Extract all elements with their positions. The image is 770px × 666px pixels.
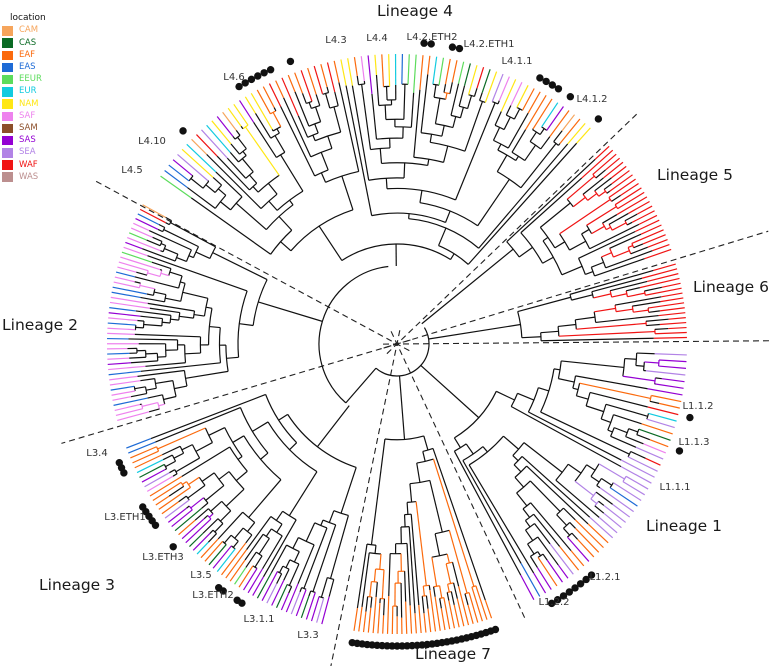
lineage-lineage-3 [126,393,357,625]
legend-item-CAM: CAM [2,26,46,36]
clade-label-l3-4: L3.4 [86,448,107,459]
clade-label-l4-2-eth1: L4.2.ETH1 [464,39,515,50]
lineage-label-lineage-6: Lineage 6 [693,278,769,296]
legend-item-EUR: EUR [2,87,46,97]
legend-swatch [2,160,13,170]
legend-items: CAM CAS EAF EAS EEUR EUR NAM SAF SAM SAS SEA WAF WAS [2,26,46,182]
legend: location CAM CAS EAF EAS EEUR EUR NAM SAF SAM SAS… [2,13,46,184]
clade-label-l1-2-1: L1.2.1 [589,572,620,583]
clade-label-l4-3: L4.3 [325,35,346,46]
legend-item-label: EUR [19,86,37,97]
legend-item-label: EEUR [19,74,42,85]
legend-item-label: CAM [19,25,39,36]
legend-item-label: EAS [19,62,36,72]
legend-item-NAM: NAM [2,99,46,109]
legend-item-EAS: EAS [2,63,46,73]
legend-item-CAS: CAS [2,38,46,48]
lineage-lineage-4 [160,54,591,267]
clade-label-l1-2-2: L1.2.2 [538,597,569,608]
legend-item-SEA: SEA [2,148,46,158]
legend-swatch [2,74,13,85]
tree-center-backbone [318,265,430,404]
lineage-label-lineage-5: Lineage 5 [657,166,733,184]
legend-item-label: WAS [19,171,39,182]
legend-swatch [2,99,13,109]
clade-label-l4-5: L4.5 [121,165,142,176]
legend-item-label: CAS [19,37,37,48]
legend-swatch [2,26,13,36]
clade-label-l4-2-eth2: L4.2.ETH2 [407,32,458,43]
legend-item-label: WAF [19,159,38,170]
legend-swatch [2,148,13,158]
clade-label-l1-1-2: L1.1.2 [682,401,713,412]
lineage-label-lineage-2: Lineage 2 [2,316,78,334]
lineage-label-lineage-1: Lineage 1 [646,517,722,535]
legend-item-label: SEA [19,147,36,158]
lineage-lineage-6 [428,263,687,342]
legend-item-SAM: SAM [2,122,46,134]
legend-item-EEUR: EEUR [2,75,46,85]
clade-label-l1-1-1: L1.1.1 [659,482,690,493]
lineage-label-lineage-3: Lineage 3 [39,576,115,594]
legend-item-SAS: SAS [2,136,46,146]
clade-label-l4-10: L4.10 [138,136,166,147]
legend-item-label: SAS [19,135,36,146]
clade-label-l3-3: L3.3 [297,630,318,641]
legend-swatch [2,87,13,97]
clade-label-l4-1-1: L4.1.1 [501,56,532,67]
clade-label-l3-eth2: L3.ETH2 [192,590,233,601]
clade-labels: L4.6 L4.10 L4.5 L4.3 L4.4 L4.2.ETH2 L4.2.ETH1 L… [86,32,713,641]
legend-item-label: NAM [19,98,39,109]
lineage-separators [61,111,770,666]
lineage-lineage-7 [353,375,493,635]
legend-item-WAS: WAS [2,172,46,182]
legend-item-WAF: WAF [2,160,46,170]
legend-title: location [10,13,46,23]
clade-label-l4-1-2: L4.1.2 [576,94,607,105]
legend-item-label: SAM [19,122,38,133]
legend-item-label: EAF [19,49,36,60]
clade-label-l4-6: L4.6 [223,72,244,83]
legend-swatch [2,50,13,61]
legend-swatch [2,123,13,134]
clade-label-l1-1-3: L1.1.3 [678,437,709,448]
lineage-lineage-1 [420,352,687,600]
lineage-lineage-5 [421,145,672,325]
legend-swatch [2,172,13,182]
lineage-label-lineage-7: Lineage 7 [415,645,491,663]
legend-swatch [2,62,13,73]
legend-swatch [2,135,13,146]
clade-label-l3-5: L3.5 [190,570,211,581]
legend-item-label: SAF [19,110,36,121]
clade-label-l3-eth1: L3.ETH1 [104,512,145,523]
legend-swatch [2,111,13,121]
lineage-label-lineage-4: Lineage 4 [377,2,453,20]
legend-swatch [2,38,13,48]
legend-item-EAF: EAF [2,49,46,61]
legend-item-SAF: SAF [2,111,46,121]
tip-dots [115,39,694,650]
clade-label-l3-1-1: L3.1.1 [243,614,274,625]
clade-label-l3-eth3: L3.ETH3 [142,552,183,563]
lineage-lineage-2 [106,204,323,422]
clade-label-l4-4: L4.4 [366,33,387,44]
